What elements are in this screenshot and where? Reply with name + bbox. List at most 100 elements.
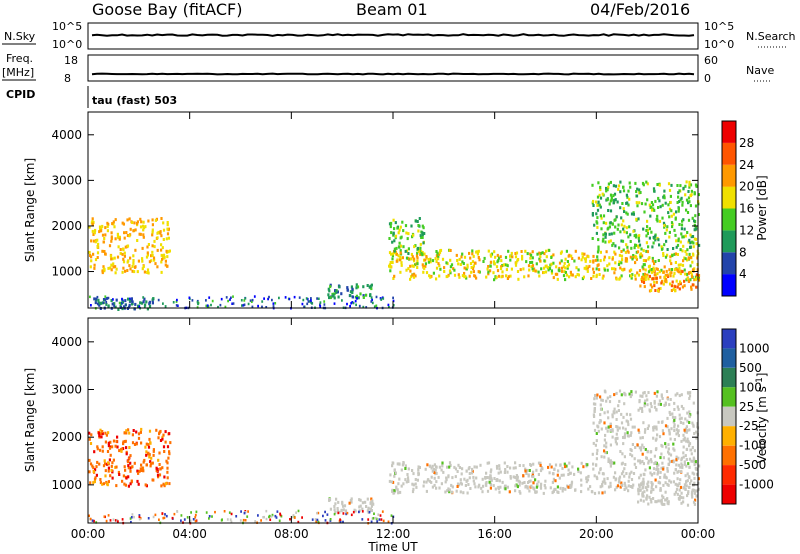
data-cell (88, 514, 90, 517)
data-cell (613, 271, 616, 275)
data-cell (596, 250, 600, 254)
data-cell (677, 469, 680, 473)
data-cell (106, 461, 110, 465)
data-cell (686, 411, 689, 415)
data-cell (438, 486, 441, 490)
data-cell (685, 439, 688, 443)
data-cell (107, 466, 110, 470)
data-cell (443, 270, 446, 273)
data-cell (627, 189, 630, 193)
data-cell (302, 298, 305, 302)
data-cell (653, 405, 657, 409)
data-cell (519, 491, 522, 495)
data-cell (410, 275, 413, 279)
data-cell (638, 399, 641, 402)
data-cell (469, 262, 473, 265)
data-cell (416, 266, 419, 269)
data-cell (689, 270, 692, 274)
data-cell (691, 268, 695, 272)
data-cell (605, 186, 608, 190)
data-cell (477, 249, 480, 253)
data-cell (627, 489, 630, 493)
ytick-label: 3000 (51, 173, 82, 187)
data-cell (680, 404, 683, 408)
data-cell (279, 513, 282, 517)
data-cell (659, 205, 662, 209)
data-cell (592, 204, 595, 207)
data-cell (671, 412, 674, 416)
data-cell (682, 496, 685, 500)
xtick-label: 08:00 (274, 527, 309, 541)
data-cell (673, 471, 676, 475)
power-colorbar-segment (722, 208, 736, 231)
data-cell (268, 295, 270, 299)
data-cell (666, 397, 670, 401)
data-cell (648, 274, 651, 278)
data-cell (686, 429, 689, 433)
power-colorbar-segment (722, 230, 736, 253)
data-cell (693, 449, 696, 453)
data-cell (501, 270, 504, 274)
data-cell (615, 432, 618, 436)
data-cell (405, 480, 408, 484)
data-cell (131, 264, 134, 268)
data-cell (611, 243, 614, 247)
data-cell (695, 227, 698, 231)
data-cell (516, 485, 519, 489)
data-cell (535, 485, 538, 489)
data-cell (131, 300, 134, 304)
data-cell (606, 198, 609, 202)
data-cell (642, 499, 645, 503)
data-cell (651, 208, 654, 212)
data-cell (644, 399, 647, 403)
data-cell (672, 447, 675, 451)
data-cell (568, 461, 571, 465)
data-cell (231, 302, 234, 305)
data-cell (371, 298, 373, 302)
data-cell (673, 492, 676, 496)
data-cell (336, 290, 339, 294)
data-cell (596, 225, 599, 229)
data-cell (465, 267, 468, 271)
data-cell (684, 184, 687, 188)
data-cell (229, 518, 232, 521)
data-cell (680, 491, 683, 495)
data-cell (492, 260, 496, 264)
data-cell (124, 269, 127, 273)
data-cell (208, 515, 211, 518)
data-cell (102, 301, 105, 304)
data-cell (595, 212, 598, 216)
data-cell (652, 428, 655, 432)
data-cell (683, 483, 686, 487)
data-cell (140, 427, 143, 431)
data-cell (106, 450, 110, 453)
data-cell (388, 479, 391, 483)
data-cell (655, 280, 658, 284)
data-cell (96, 460, 99, 464)
data-cell (530, 265, 533, 269)
freq-trace (91, 72, 695, 76)
data-cell (675, 455, 678, 459)
data-cell (156, 265, 159, 269)
data-cell (681, 203, 684, 207)
data-cell (499, 255, 502, 259)
data-cell (657, 471, 660, 474)
data-cell (663, 502, 666, 506)
data-cell (591, 183, 594, 187)
data-cell (595, 439, 598, 443)
data-cell (288, 297, 291, 301)
data-cell (524, 249, 527, 253)
data-cell (430, 475, 433, 479)
data-cell (438, 251, 442, 254)
data-cell (422, 484, 425, 488)
data-cell (94, 301, 97, 305)
data-cell (622, 442, 625, 446)
data-cell (670, 262, 673, 266)
data-cell (147, 443, 150, 447)
data-cell (639, 284, 642, 288)
data-cell (162, 433, 165, 437)
data-cell (89, 517, 92, 521)
data-cell (682, 451, 685, 455)
data-cell (669, 437, 672, 441)
data-cell (651, 285, 654, 289)
